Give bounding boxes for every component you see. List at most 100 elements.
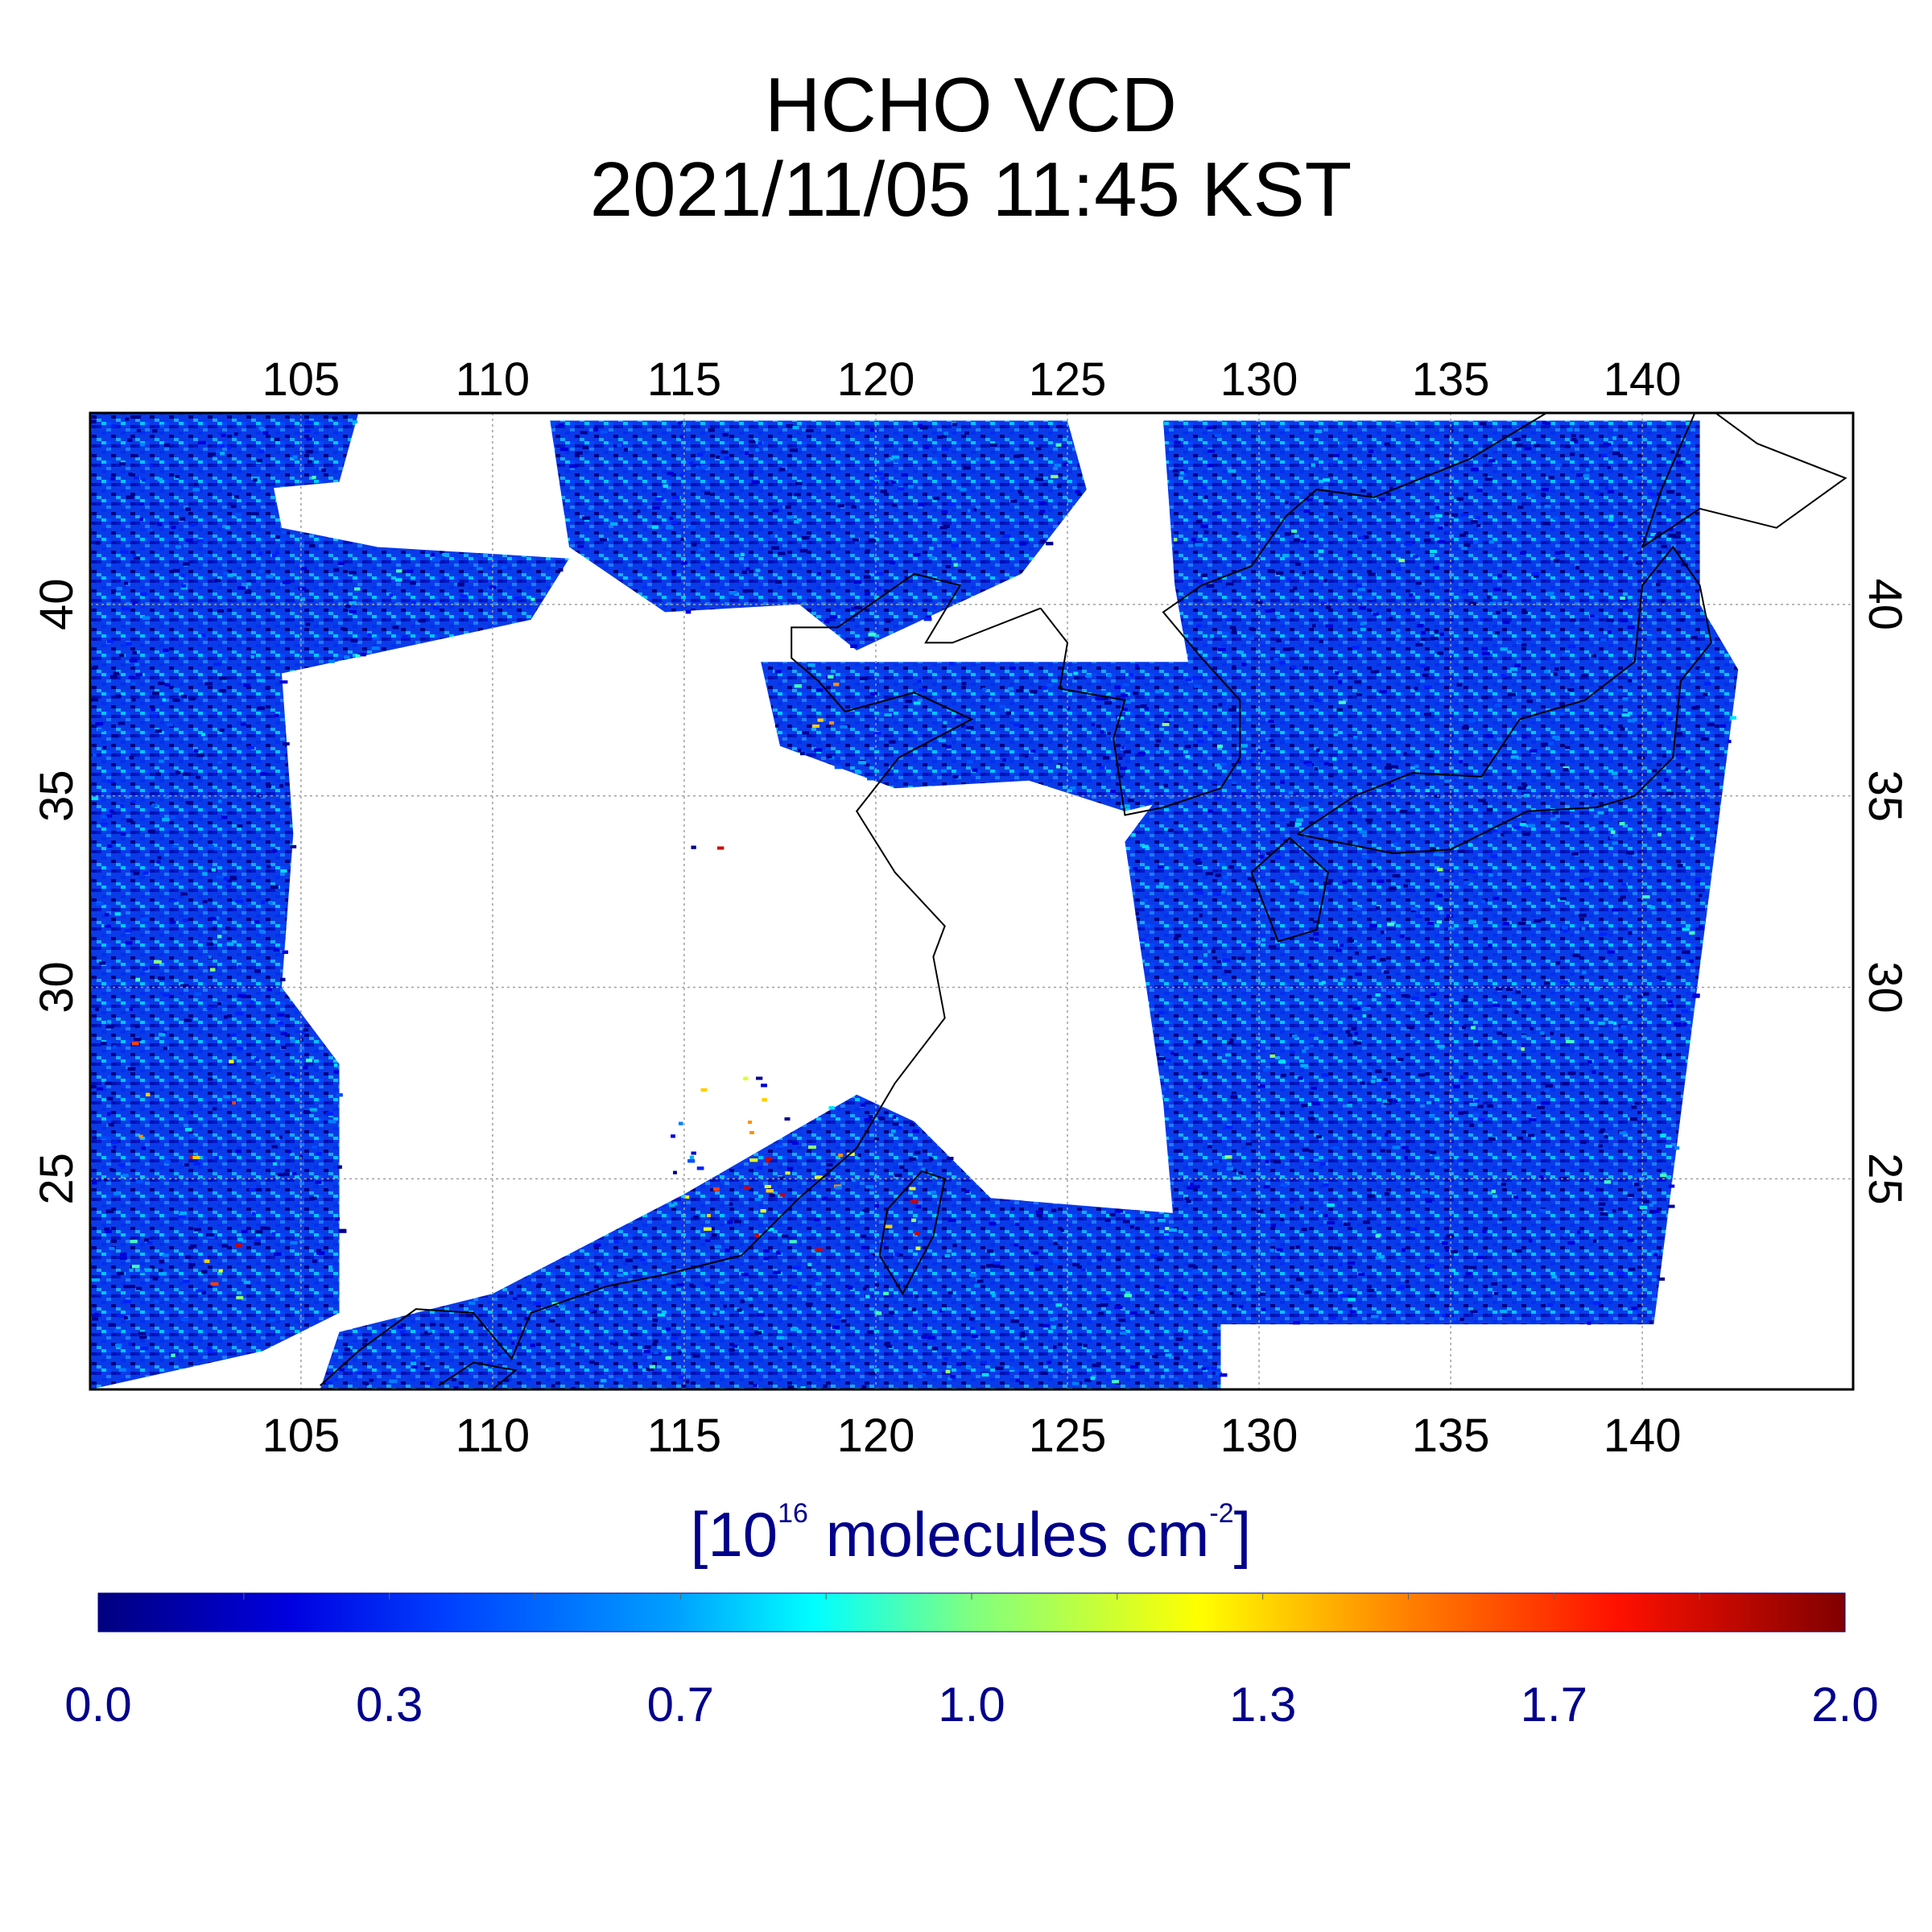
field-pixel [1461,546,1468,550]
field-pixel [867,777,874,781]
field-pixel [853,613,858,617]
field-pixel [1409,1228,1418,1232]
field-pixel [162,818,170,822]
field-pixel [588,1360,595,1364]
field-pixel [1190,1182,1194,1186]
field-pixel [650,568,654,572]
field-pixel [704,491,710,495]
field-pixel [1619,1131,1627,1135]
field-pixel [943,720,947,724]
field-pixel [135,1286,142,1290]
field-pixel [876,587,882,591]
field-pixel [177,1215,186,1219]
field-pixel [1609,836,1613,840]
field-pixel [1646,635,1653,639]
field-pixel [1046,683,1054,687]
field-pixel [1185,755,1191,759]
field-region [1125,420,1739,1325]
field-pixel [118,1368,126,1372]
field-pixel [1323,1214,1328,1218]
field-pixel [1191,538,1196,542]
field-pixel [1041,686,1047,690]
field-pixel [1332,757,1337,761]
field-pixel [785,1171,791,1175]
field-pixel [1607,465,1611,469]
field-pixel [763,1249,770,1253]
field-pixel [805,429,814,432]
field-pixel [1181,1296,1187,1300]
field-pixel [1143,898,1148,902]
field-pixel [240,722,246,726]
field-pixel [717,846,724,850]
field-pixel [92,1136,97,1140]
field-pixel [879,1117,886,1121]
field-pixel [1208,1145,1212,1149]
field-pixel [1592,1301,1601,1305]
field-pixel [122,607,130,611]
field-pixel [1269,1054,1275,1058]
field-pixel [1530,1027,1534,1030]
field-pixel [708,428,715,432]
field-pixel [1140,704,1147,708]
field-pixel [252,1212,256,1216]
field-pixel [1414,687,1418,691]
field-pixel [287,1150,291,1154]
field-pixel [1478,799,1486,803]
field-pixel [698,548,704,552]
field-pixel [794,520,799,524]
field-pixel [1359,830,1368,834]
field-pixel [775,580,782,584]
field-pixel [947,1218,956,1222]
field-pixel [426,1381,433,1385]
field-pixel [272,1162,277,1166]
field-pixel [1470,1310,1478,1314]
field-pixel [1649,1203,1653,1207]
field-pixel [1399,935,1405,939]
field-pixel [1013,454,1021,458]
field-pixel [1521,643,1527,647]
field-pixel [1405,1280,1410,1284]
field-pixel [1323,579,1327,583]
field-pixel [207,1236,215,1240]
field-pixel [344,1348,350,1352]
field-pixel [712,1233,717,1236]
field-pixel [1674,1022,1682,1026]
field-pixel [1488,540,1494,544]
field-pixel [1225,1053,1231,1057]
field-pixel [257,679,265,683]
field-pixel [181,584,186,588]
field-pixel [1598,1022,1605,1026]
field-pixel [571,1343,576,1347]
field-pixel [1348,1298,1356,1302]
field-pixel [95,722,99,726]
field-pixel [218,676,227,680]
field-pixel [617,1274,624,1278]
field-pixel [1290,1199,1294,1203]
field-pixel [1650,906,1655,910]
field-pixel [1174,538,1178,542]
field-pixel [1352,1006,1360,1010]
field-pixel [1278,1060,1286,1064]
field-pixel [1319,639,1323,643]
field-pixel [663,484,668,488]
field-pixel [941,447,949,451]
field-pixel [1612,452,1620,456]
field-pixel [158,976,165,980]
field-pixel [851,505,857,509]
field-pixel [1164,1236,1170,1240]
field-pixel [1344,1222,1351,1226]
field-pixel [967,759,973,763]
field-pixel [815,1175,824,1179]
field-pixel [1444,530,1451,535]
field-pixel [1240,535,1247,539]
field-pixel [1429,1114,1435,1118]
field-pixel [1444,522,1448,526]
field-pixel [112,734,118,738]
field-pixel [1208,809,1213,813]
field-pixel [1156,885,1163,889]
field-pixel [1381,931,1385,935]
field-pixel [751,480,760,484]
field-pixel [252,477,260,481]
field-pixel [1327,1220,1335,1224]
field-pixel [1653,1253,1657,1257]
